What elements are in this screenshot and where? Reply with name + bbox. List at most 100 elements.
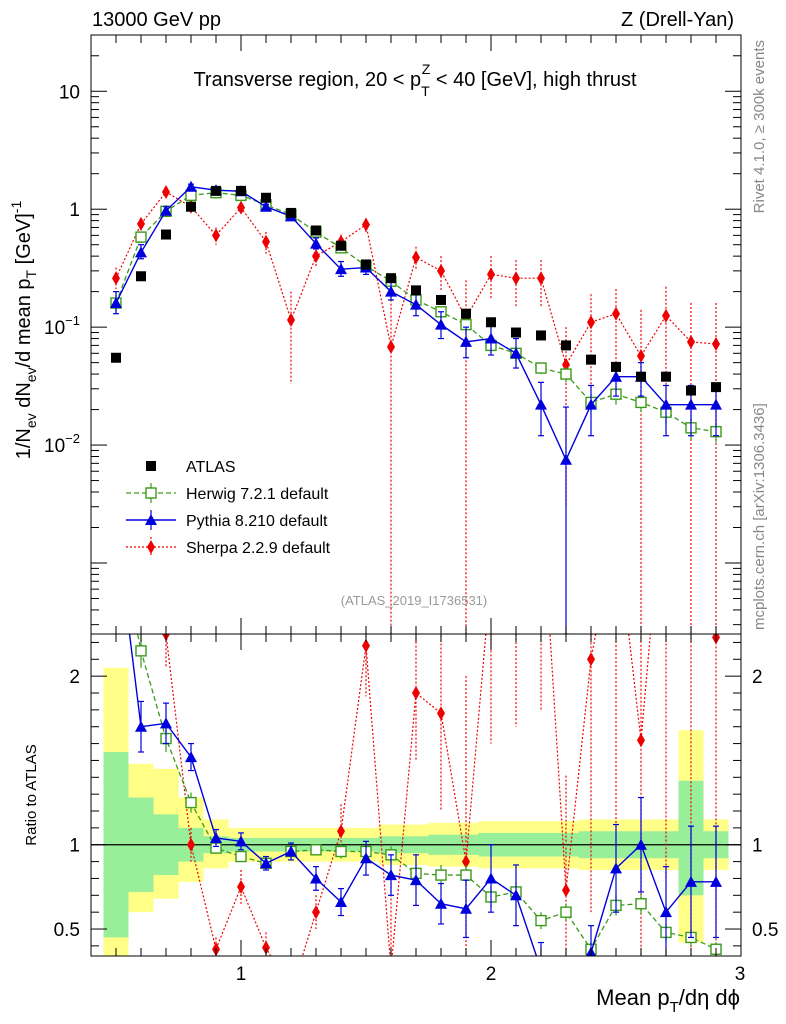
pythia-point	[535, 398, 547, 410]
sherpa-point	[437, 263, 445, 278]
pythia-point	[160, 204, 172, 216]
herwig-ratio-point	[235, 850, 247, 863]
atlas-point	[236, 185, 246, 196]
pythia-point	[260, 200, 272, 212]
x-tick-label: 1	[236, 964, 247, 985]
pythia-ratio-point	[235, 835, 247, 847]
plot-title: Transverse region, 20 < pTZ < 40 [GeV], …	[193, 61, 637, 99]
atlas-point	[511, 327, 521, 338]
pythia-ratio-point	[485, 872, 497, 884]
sherpa-point	[162, 184, 170, 199]
legend-marker-pythia	[145, 514, 157, 525]
y-tick-label: 10−2	[44, 431, 80, 457]
legend: ATLAS Herwig 7.2.1 default Pythia 8.210 de…	[126, 459, 331, 557]
x-tick-label: 3	[735, 964, 746, 985]
atlas-point	[286, 207, 296, 218]
pythia-ratio-point	[435, 897, 447, 909]
atlas-point	[211, 185, 221, 196]
atlas-point	[261, 192, 271, 203]
herwig-ratio-point	[185, 796, 197, 809]
sherpa-line	[115, 191, 717, 367]
ratio-y-tick-label-right: 0.5	[752, 920, 778, 941]
sherpa-point	[562, 357, 570, 372]
atlas-point	[411, 285, 421, 296]
y-tick-label: 1	[69, 200, 80, 221]
pythia-point	[685, 398, 697, 410]
sherpa-ratio-point	[537, 484, 545, 498]
pythia-ratio-point	[335, 896, 347, 908]
atlas-point	[336, 240, 346, 251]
sherpa-ratio-point	[112, 248, 120, 262]
atlas-point	[111, 352, 121, 363]
pythia-ratio-point	[610, 862, 622, 874]
pythia-point	[510, 347, 522, 359]
sherpa-point	[287, 312, 295, 327]
sherpa-ratio-point	[262, 940, 270, 955]
atlas-point	[161, 229, 171, 240]
rivet-label: Rivet 4.1.0, ≥ 300k events	[751, 40, 768, 213]
pythia-point	[185, 180, 197, 192]
y-tick-label: 10	[59, 82, 80, 103]
analysis-watermark: (ATLAS_2019_I1736531)	[341, 593, 487, 608]
pythia-ratio-point	[185, 751, 197, 763]
herwig-ratio-point	[460, 869, 472, 881]
pythia-point	[410, 298, 422, 310]
atlas-point	[611, 361, 621, 372]
sherpa-point	[237, 200, 245, 215]
pythia-point	[435, 318, 447, 330]
ratio-y-tick-label: 0.5	[54, 920, 80, 941]
pythia-point	[610, 370, 622, 382]
sherpa-point	[262, 234, 270, 249]
pythia-ratio-point	[685, 875, 697, 887]
sherpa-point	[412, 250, 420, 265]
x-tick-label: 2	[486, 964, 497, 985]
energy-label: 13000 GeV pp	[92, 9, 221, 31]
main-y-axis-label: 1/Nev dNev/d mean pT [GeV]-1	[8, 201, 39, 460]
herwig-ratio-point	[135, 645, 147, 657]
atlas-point	[461, 308, 471, 319]
legend-label-atlas: ATLAS	[186, 459, 236, 476]
pythia-point	[110, 297, 122, 309]
herwig-point	[560, 368, 572, 380]
mcplots-label: mcplots.cern.ch [arXiv:1306.3436]	[751, 403, 768, 630]
pythia-point	[660, 398, 672, 410]
sherpa-point	[612, 306, 620, 321]
herwig-ratio-point	[560, 906, 572, 918]
pythia-ratio-point	[260, 857, 272, 869]
legend-label-sherpa: Sherpa 2.2.9 default	[186, 540, 331, 557]
pythia-ratio-point	[135, 720, 147, 732]
sherpa-ratio-point	[287, 986, 295, 1000]
pythia-point	[460, 335, 472, 347]
sherpa-ratio-point	[387, 962, 395, 976]
pythia-ratio-point	[160, 717, 172, 729]
herwig-point	[185, 189, 197, 202]
atlas-point	[661, 371, 671, 382]
sherpa-point	[487, 267, 495, 282]
pythia-ratio-point	[110, 518, 122, 529]
atlas-point	[586, 354, 596, 365]
pythia-ratio-point	[560, 990, 572, 1001]
herwig-ratio-point	[335, 845, 347, 858]
sherpa-ratio-point	[562, 883, 570, 898]
sherpa-point	[687, 334, 695, 349]
ratio-y-tick-label: 2	[69, 667, 80, 688]
sherpa-point	[312, 249, 320, 264]
process-label: Z (Drell-Yan)	[621, 9, 734, 31]
atlas-point	[361, 259, 371, 270]
main-panel: 10 1 10−1 10−2 Transverse region, 20 < pTZ …	[8, 34, 742, 635]
pythia-ratio-point	[310, 872, 322, 884]
sherpa-point	[212, 228, 220, 243]
legend-marker-herwig	[145, 487, 157, 499]
herwig-point	[635, 396, 647, 409]
legend-label-herwig: Herwig 7.2.1 default	[186, 486, 329, 503]
sherpa-ratio-point	[512, 517, 520, 531]
sherpa-point	[387, 339, 395, 354]
atlas-point	[561, 340, 571, 351]
sherpa-ratio-point	[362, 638, 370, 653]
pythia-ratio-point	[510, 889, 522, 901]
sherpa-point	[137, 216, 145, 231]
pythia-line	[115, 186, 716, 462]
pythia-ratio-point	[285, 845, 297, 857]
atlas-point	[436, 294, 446, 305]
